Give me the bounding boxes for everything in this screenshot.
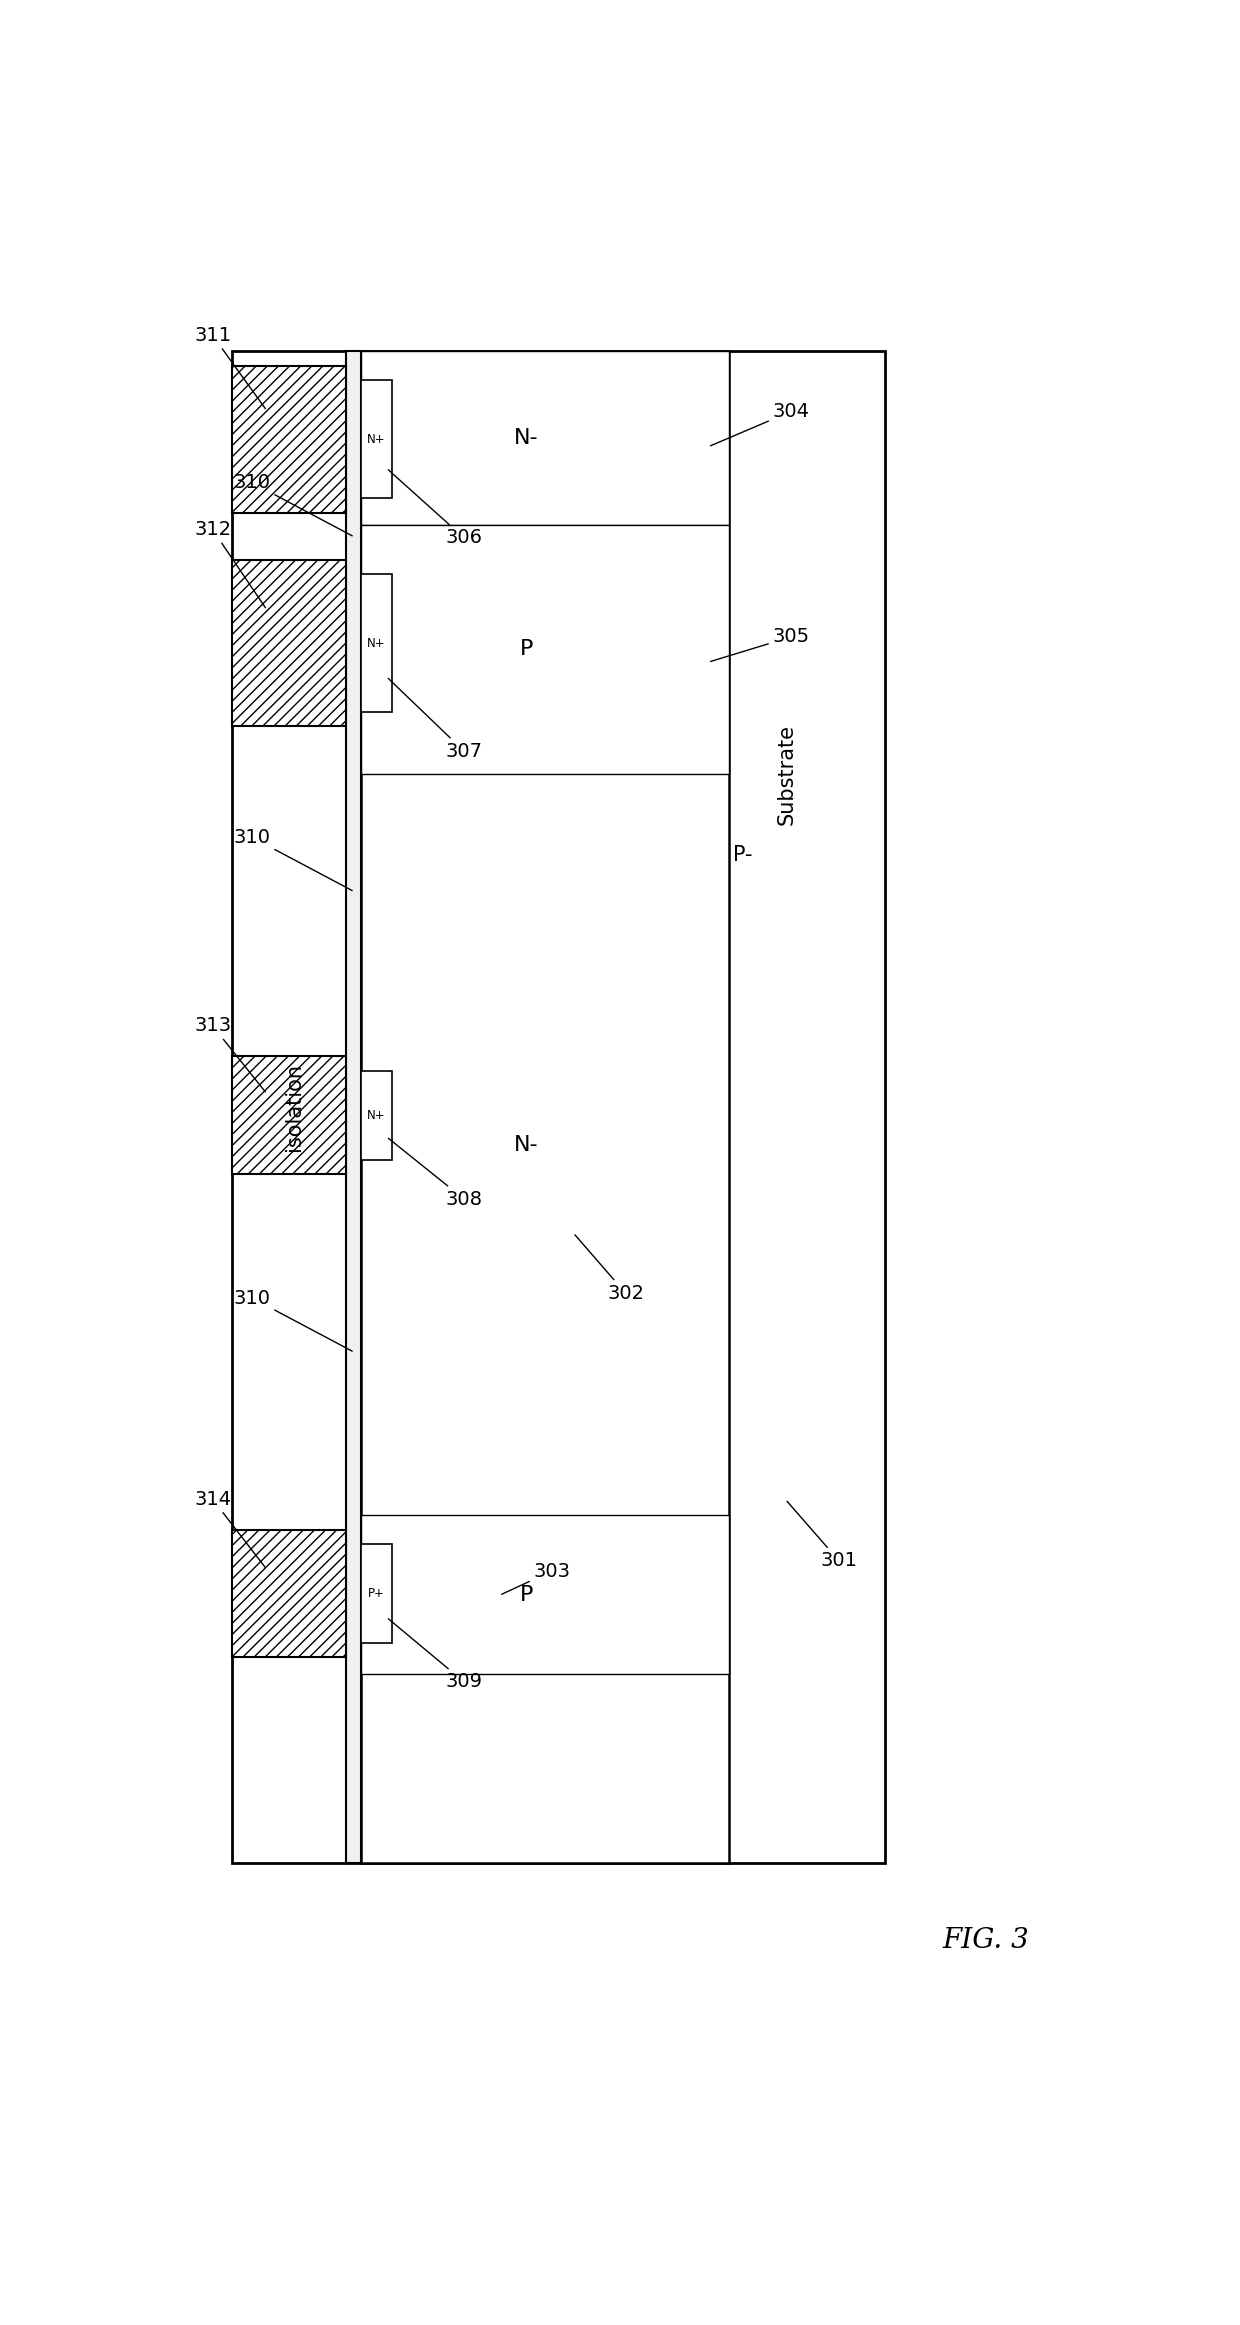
Text: 306: 306 xyxy=(388,470,482,546)
Text: 304: 304 xyxy=(711,402,810,446)
Text: 314: 314 xyxy=(195,1490,265,1567)
Text: N+: N+ xyxy=(367,637,386,649)
Bar xyxy=(361,351,729,1862)
Text: P: P xyxy=(520,639,533,660)
Text: 302: 302 xyxy=(575,1235,644,1302)
Text: N-: N- xyxy=(513,1135,538,1156)
Text: N+: N+ xyxy=(367,432,386,446)
Bar xyxy=(232,351,885,1862)
Text: 310: 310 xyxy=(234,474,352,535)
Text: 310: 310 xyxy=(234,1288,352,1351)
Text: 311: 311 xyxy=(195,326,265,409)
Bar xyxy=(361,351,729,525)
Bar xyxy=(232,365,346,514)
Bar xyxy=(346,351,361,1862)
Text: P+: P+ xyxy=(368,1586,384,1600)
Text: 301: 301 xyxy=(787,1502,858,1569)
Text: P-: P- xyxy=(733,844,753,865)
Text: 309: 309 xyxy=(388,1618,482,1690)
Text: 305: 305 xyxy=(711,628,810,660)
Bar xyxy=(232,560,346,725)
Text: 303: 303 xyxy=(502,1562,570,1595)
Bar xyxy=(361,381,392,498)
Bar xyxy=(361,1544,392,1641)
Text: 308: 308 xyxy=(388,1139,482,1209)
Bar xyxy=(361,1072,392,1160)
Text: isolation: isolation xyxy=(284,1063,304,1151)
Text: P: P xyxy=(520,1586,533,1604)
Text: N+: N+ xyxy=(367,1109,386,1121)
Bar xyxy=(361,1516,729,1674)
Bar xyxy=(232,1530,346,1658)
Bar xyxy=(361,574,392,711)
Text: FIG. 3: FIG. 3 xyxy=(942,1927,1029,1953)
Bar xyxy=(361,525,729,774)
Text: 307: 307 xyxy=(388,679,482,760)
Text: Substrate: Substrate xyxy=(776,723,796,825)
Bar xyxy=(232,1056,346,1174)
Text: N-: N- xyxy=(513,428,538,449)
Text: 310: 310 xyxy=(234,828,352,890)
Text: 313: 313 xyxy=(195,1016,265,1093)
Text: 312: 312 xyxy=(195,521,265,607)
